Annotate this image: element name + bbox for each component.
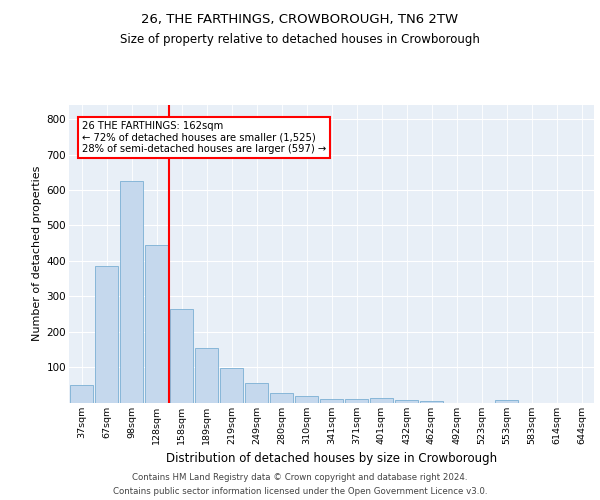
Bar	[295, 396, 318, 402]
Bar	[145, 245, 168, 402]
Text: 26 THE FARTHINGS: 162sqm
← 72% of detached houses are smaller (1,525)
28% of sem: 26 THE FARTHINGS: 162sqm ← 72% of detach…	[82, 121, 326, 154]
Bar	[320, 399, 343, 402]
Bar	[220, 368, 243, 402]
Bar	[495, 400, 518, 402]
X-axis label: Distribution of detached houses by size in Crowborough: Distribution of detached houses by size …	[166, 452, 497, 465]
Text: Contains HM Land Registry data © Crown copyright and database right 2024.: Contains HM Land Registry data © Crown c…	[132, 472, 468, 482]
Bar	[195, 348, 218, 403]
Bar	[370, 398, 393, 402]
Text: Size of property relative to detached houses in Crowborough: Size of property relative to detached ho…	[120, 32, 480, 46]
Bar	[345, 399, 368, 402]
Text: 26, THE FARTHINGS, CROWBOROUGH, TN6 2TW: 26, THE FARTHINGS, CROWBOROUGH, TN6 2TW	[142, 12, 458, 26]
Text: Contains public sector information licensed under the Open Government Licence v3: Contains public sector information licen…	[113, 488, 487, 496]
Bar	[170, 308, 193, 402]
Bar	[420, 400, 443, 402]
Bar	[70, 385, 93, 402]
Y-axis label: Number of detached properties: Number of detached properties	[32, 166, 43, 342]
Bar	[270, 392, 293, 402]
Bar	[95, 266, 118, 402]
Bar	[245, 383, 268, 402]
Bar	[120, 181, 143, 402]
Bar	[395, 400, 418, 402]
